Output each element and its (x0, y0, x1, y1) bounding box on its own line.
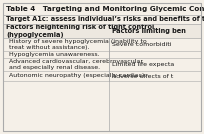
Bar (3, 58, 201, 71)
Bar (3, 71, 201, 81)
Bar (3, 24, 201, 38)
Text: Factors limiting ben: Factors limiting ben (112, 28, 186, 34)
Text: History of severe hypoglycemia (inability to
treat without assistance).: History of severe hypoglycemia (inabilit… (9, 39, 147, 50)
Text: Advanced cardiovascular, cerebrovascular
and especially renal disease.: Advanced cardiovascular, cerebrovascular… (9, 59, 143, 70)
Text: Autonomic neuropathy (especially cardiac).: Autonomic neuropathy (especially cardiac… (9, 74, 146, 79)
Text: Table 4   Targeting and Monitoring Glycemic Control in Pati: Table 4 Targeting and Monitoring Glycemi… (6, 6, 204, 12)
Text: Severe comorbiditi: Severe comorbiditi (112, 42, 172, 47)
Bar (3, 15, 201, 24)
Bar (3, 38, 201, 51)
Bar (3, 3, 201, 15)
Text: Adverse effects of t: Adverse effects of t (112, 74, 173, 79)
Bar (3, 51, 201, 58)
Text: Target A1c: assess individual’s risks and benefits of treatment.: Target A1c: assess individual’s risks an… (6, 16, 204, 23)
Text: Limited life expecta: Limited life expecta (112, 62, 174, 67)
Text: Factors heightening risk of tight control
(hypoglycemia): Factors heightening risk of tight contro… (6, 24, 154, 38)
Text: Hypoglycemia unawareness.: Hypoglycemia unawareness. (9, 52, 100, 57)
